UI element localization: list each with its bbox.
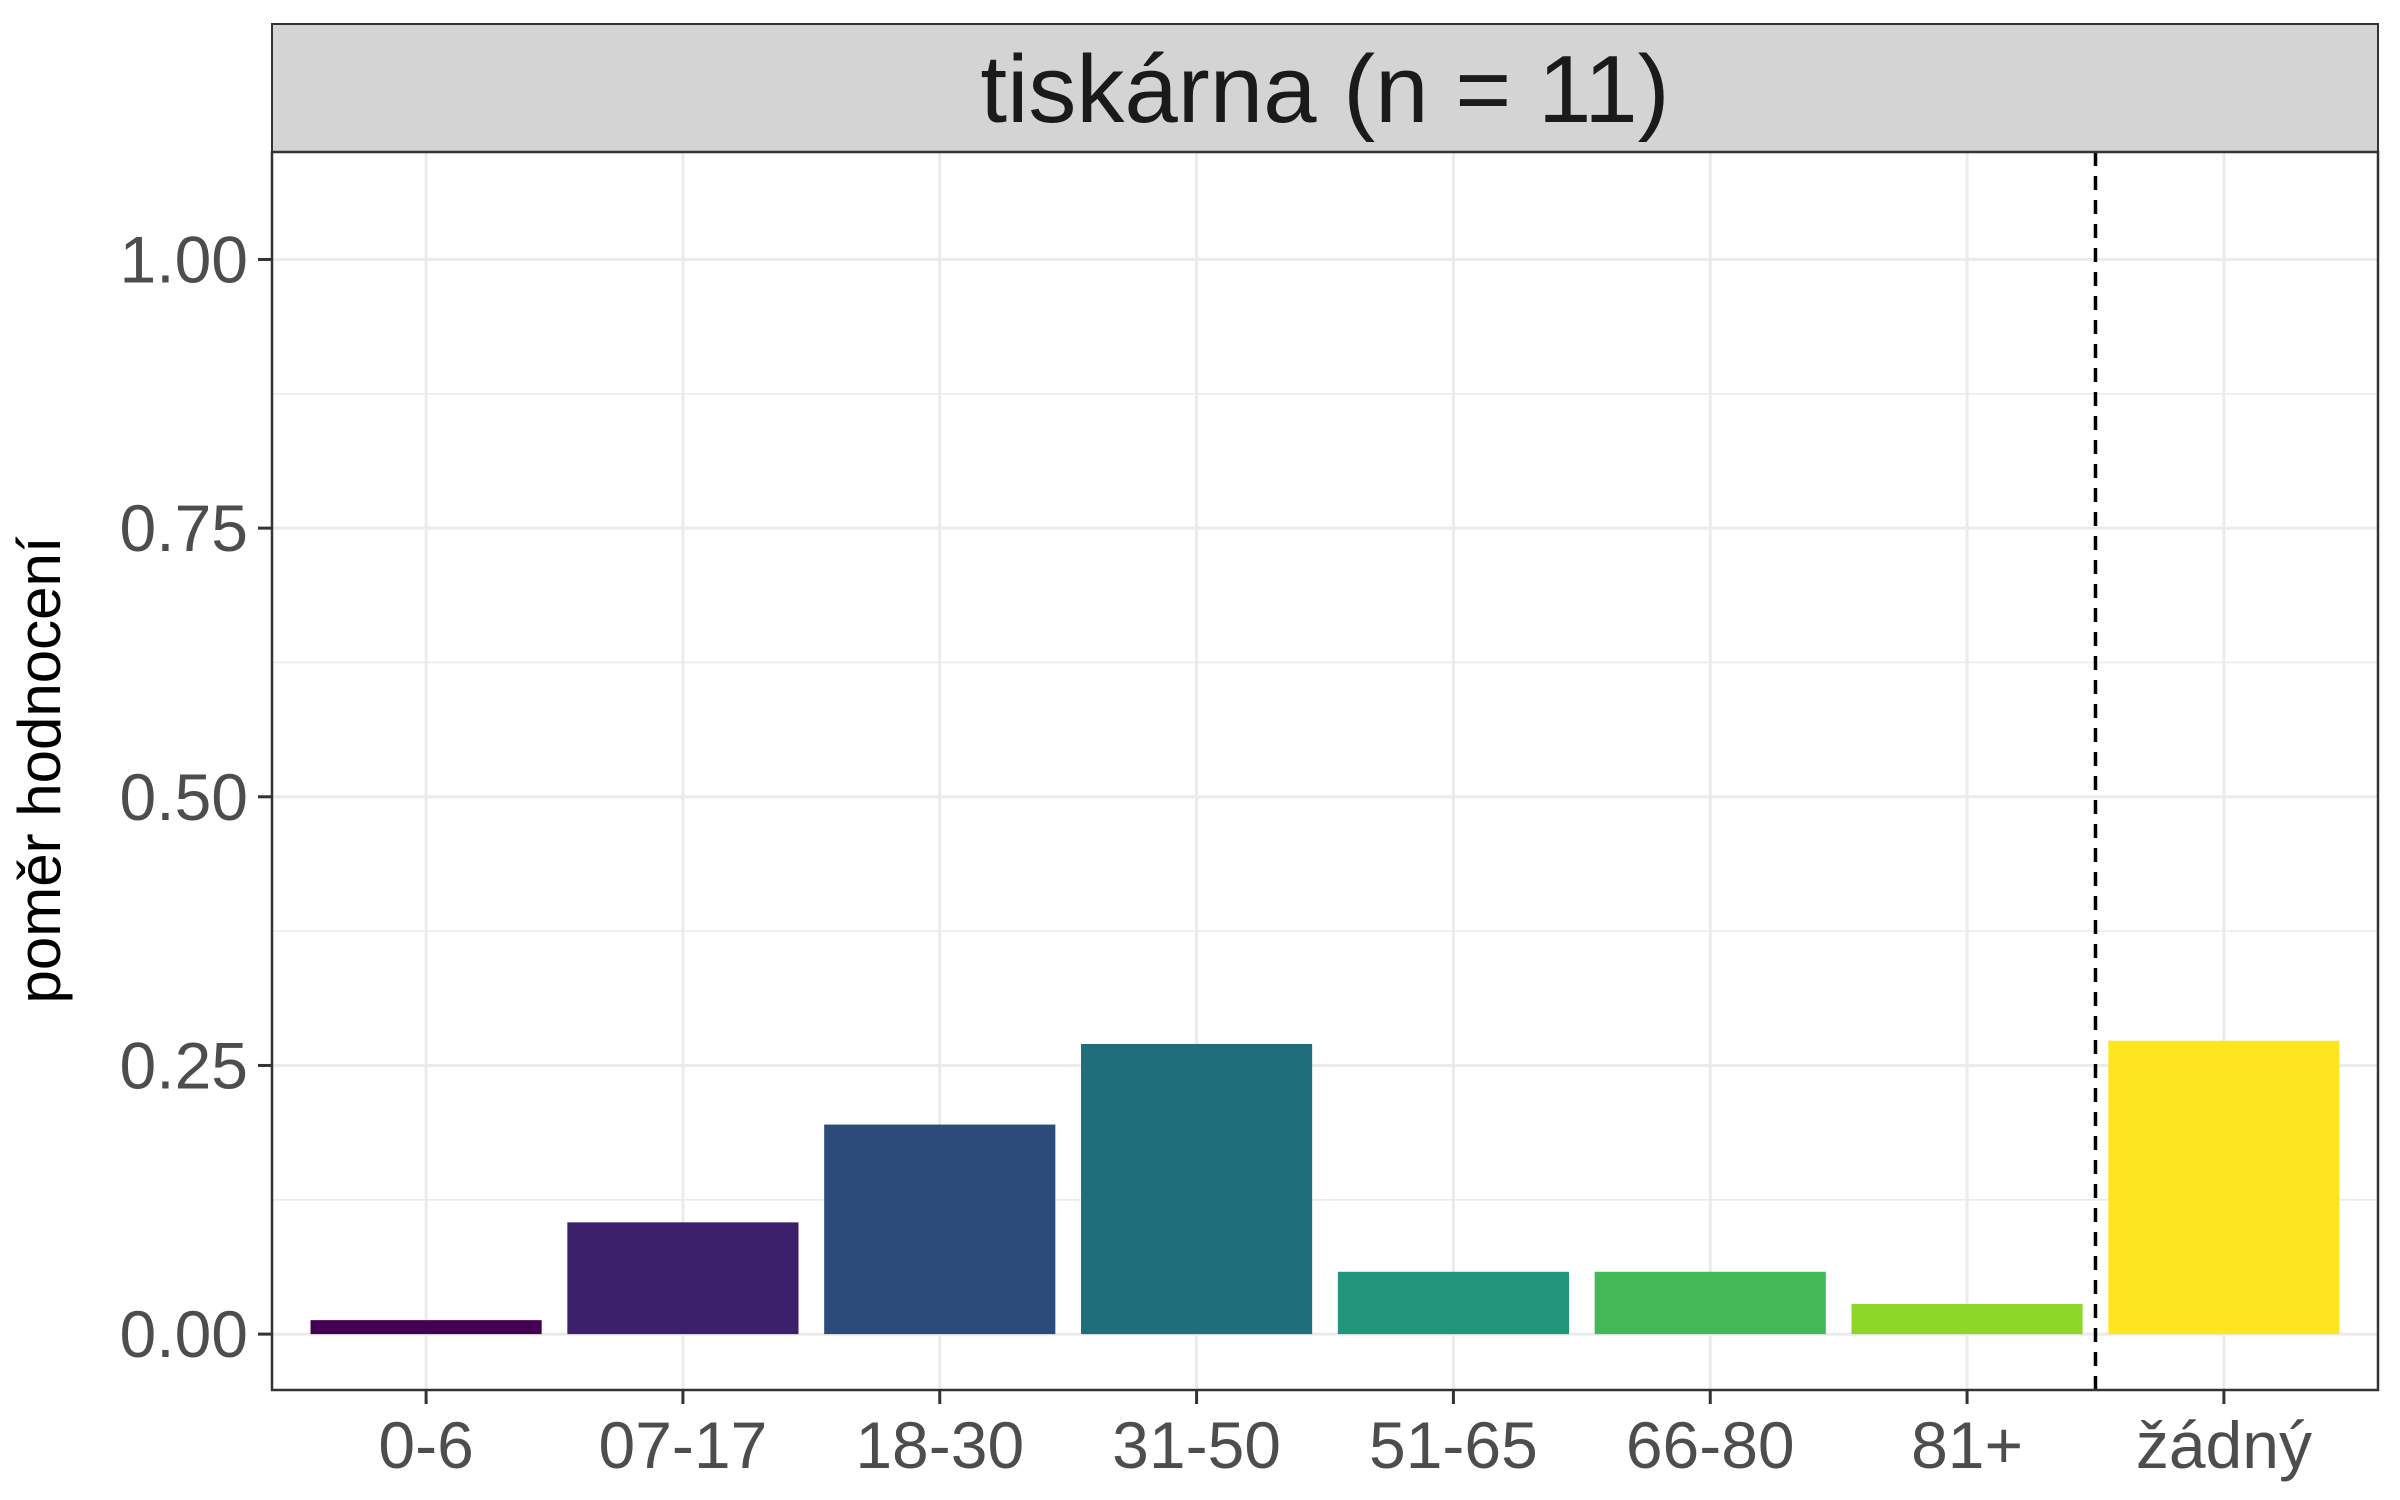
bar-31-50 bbox=[1081, 1043, 1313, 1335]
y-tick-label: 0.50 bbox=[120, 760, 248, 834]
bar-0-6 bbox=[310, 1320, 542, 1335]
x-axis: 0-6 07-17 18-30 31-50 51-65 66-80 81+ žádný bbox=[378, 1390, 2312, 1482]
x-tick-label: 0-6 bbox=[378, 1408, 473, 1482]
y-axis: 0.00 0.25 0.50 0.75 1.00 bbox=[120, 222, 272, 1371]
chart-title: tiskárna (n = 11) bbox=[980, 36, 1669, 143]
panel-border bbox=[270, 150, 2380, 1392]
x-tick-label: 81+ bbox=[1911, 1408, 2023, 1482]
y-tick-label: 0.25 bbox=[120, 1028, 248, 1102]
bar-81+ bbox=[1851, 1304, 2083, 1335]
bar-51-65 bbox=[1337, 1271, 1569, 1335]
x-tick-label: 18-30 bbox=[855, 1408, 1024, 1482]
x-tick-label: 07-17 bbox=[599, 1408, 768, 1482]
y-axis-title: poměr hodnocení bbox=[6, 536, 73, 1003]
grid-layer bbox=[272, 152, 2378, 1390]
y-tick-label: 0.00 bbox=[120, 1297, 248, 1371]
bar-žádný bbox=[2108, 1040, 2340, 1335]
x-tick-label: 31-50 bbox=[1112, 1408, 1281, 1482]
bar-18-30 bbox=[824, 1124, 1056, 1335]
y-tick-label: 1.00 bbox=[120, 222, 248, 296]
bar-07-17 bbox=[567, 1222, 799, 1335]
bar-66-80 bbox=[1594, 1271, 1826, 1335]
y-tick-label: 0.75 bbox=[120, 491, 248, 565]
x-tick-label: 66-80 bbox=[1626, 1408, 1795, 1482]
x-tick-label: 51-65 bbox=[1369, 1408, 1538, 1482]
bars-layer bbox=[310, 1040, 2340, 1335]
facet-strip bbox=[271, 23, 2379, 153]
x-tick-label: žádný bbox=[2136, 1408, 2312, 1482]
